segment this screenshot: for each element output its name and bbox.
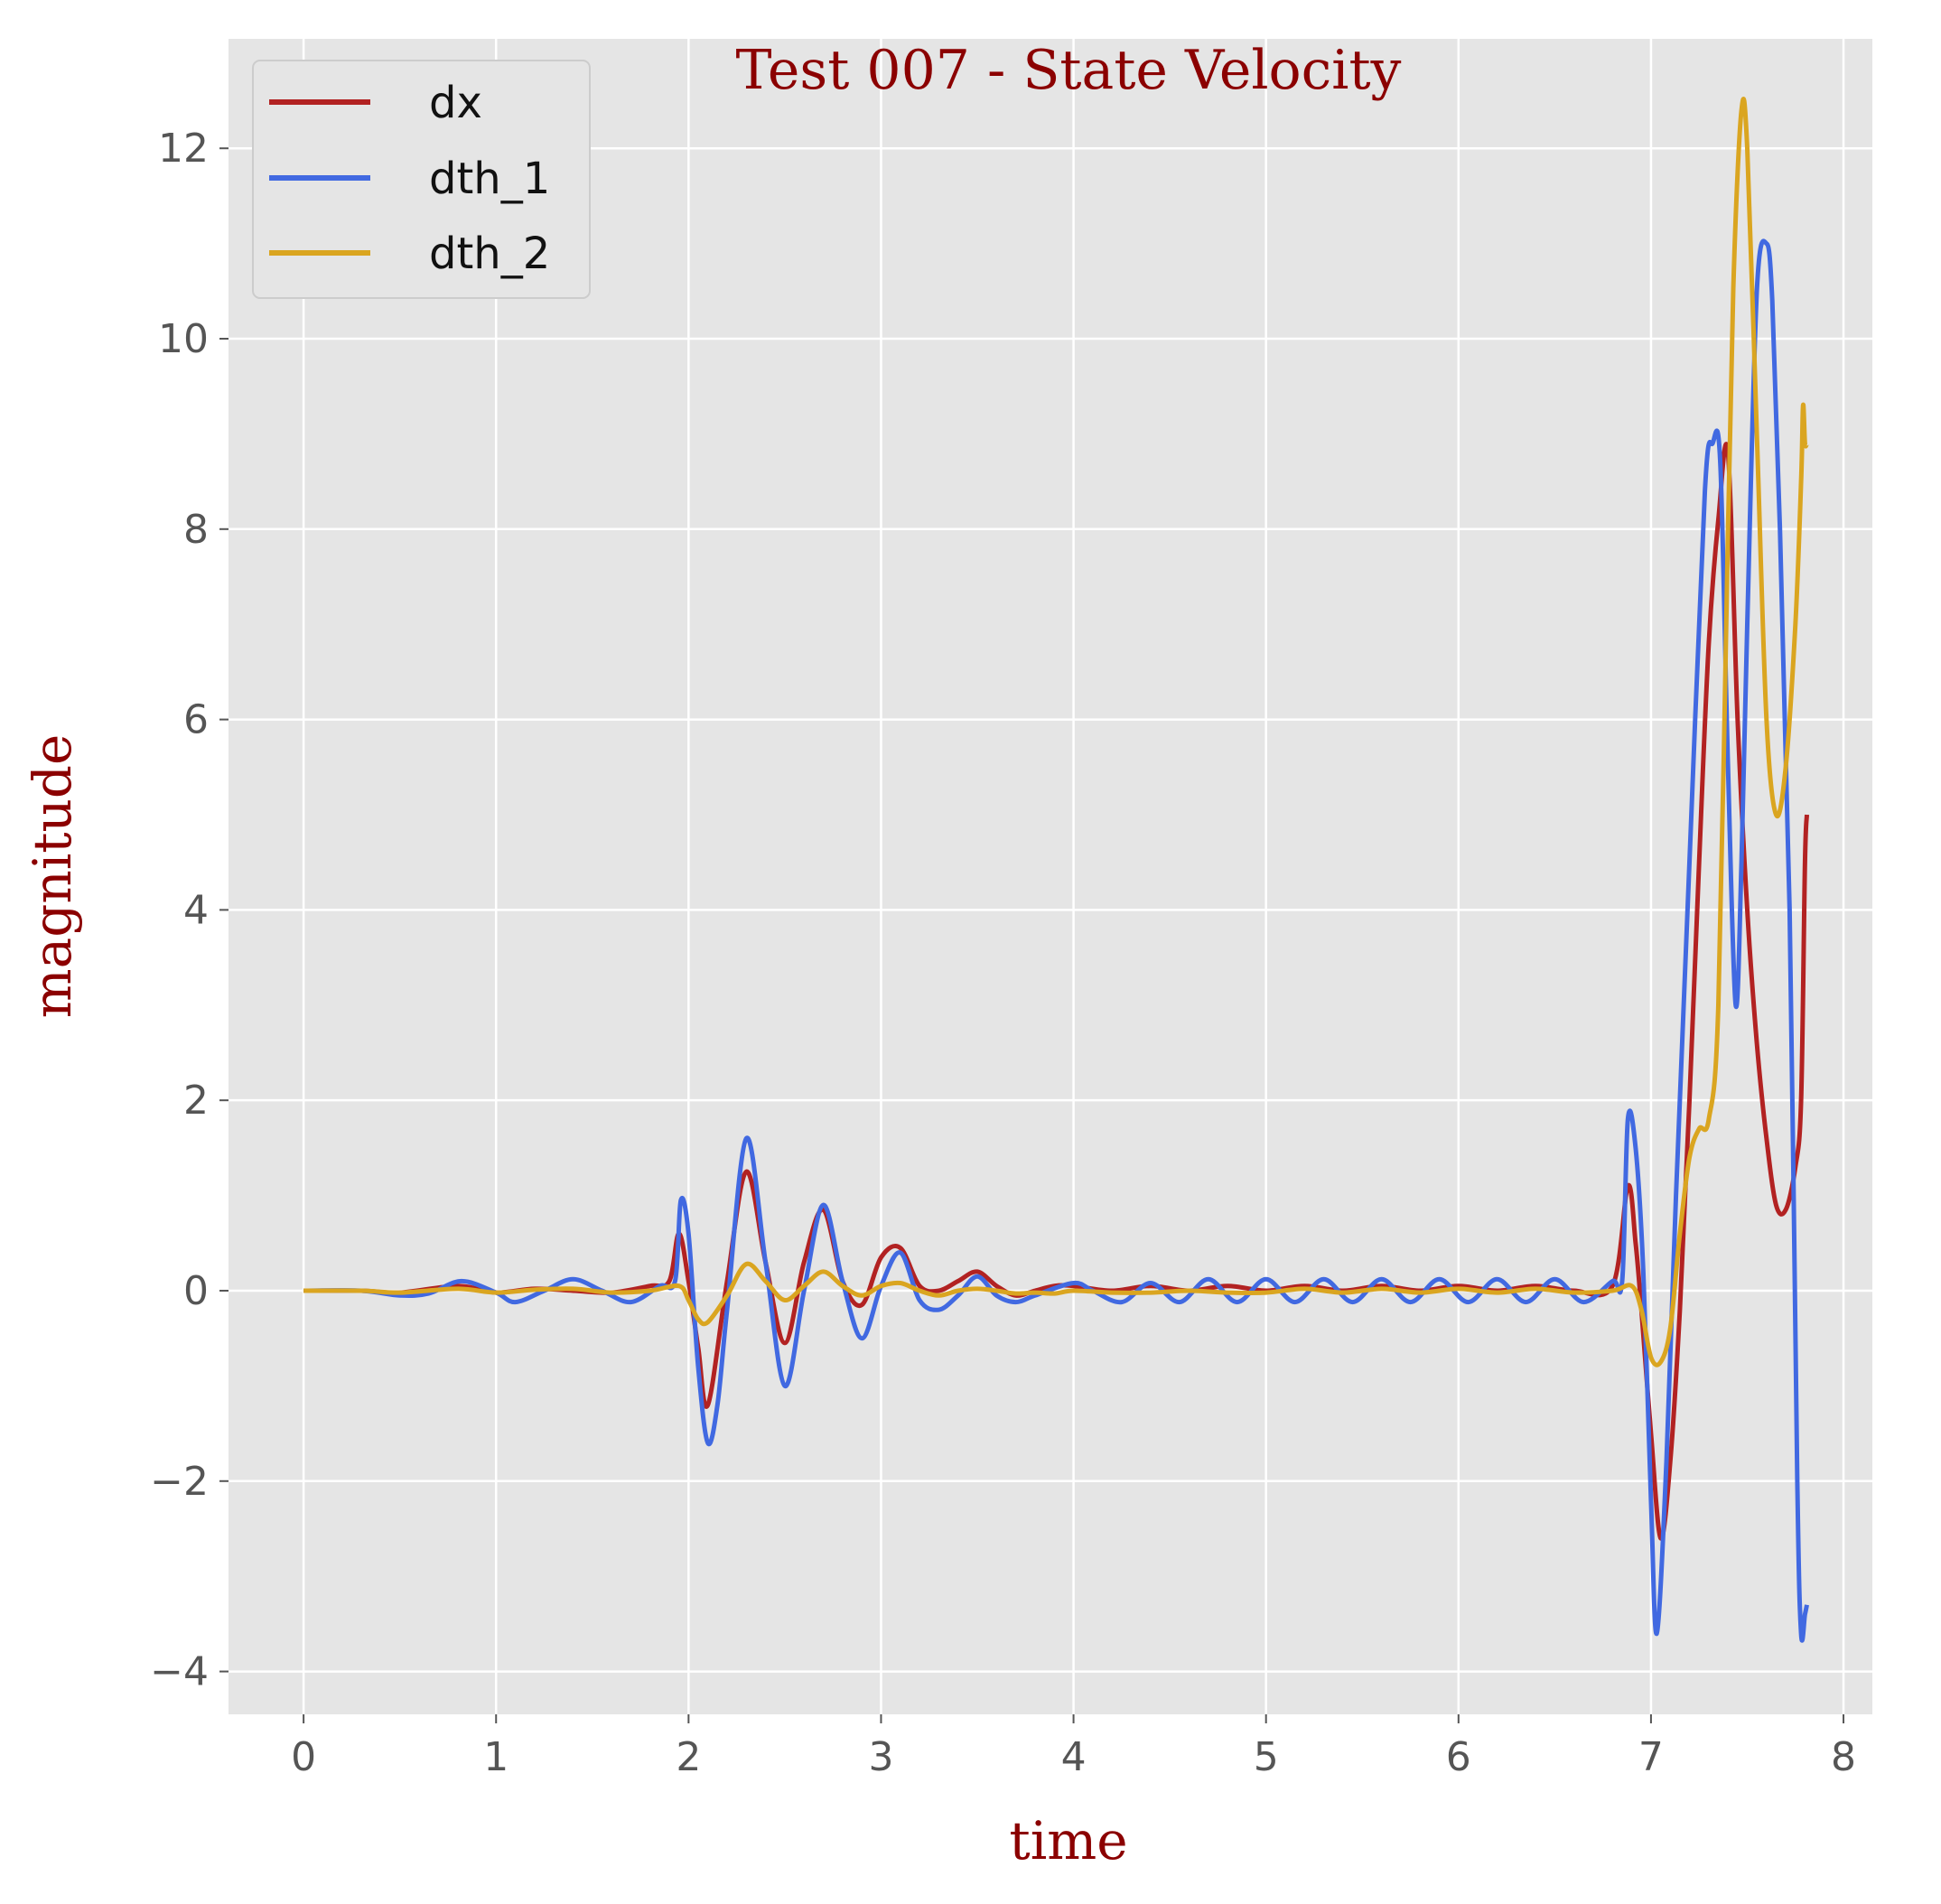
x-tick-label: 0 [291, 1734, 316, 1780]
y-tick-label: 8 [183, 507, 209, 553]
y-tick-label: −4 [150, 1649, 209, 1695]
x-tick-label: 6 [1446, 1734, 1471, 1780]
x-tick-label: 1 [483, 1734, 509, 1780]
y-tick-label: 0 [183, 1268, 209, 1314]
x-tick-label: 8 [1831, 1734, 1856, 1780]
legend-box [252, 60, 591, 299]
x-tick-label: 7 [1638, 1734, 1664, 1780]
data-series [303, 97, 1809, 1643]
x-tick-label: 2 [676, 1734, 701, 1780]
grid [229, 39, 1872, 1714]
y-tick-label: 12 [158, 126, 209, 172]
chart-title: Test 007 - State Velocity [736, 39, 1402, 102]
y-tick-label: 2 [183, 1078, 209, 1124]
y-tick-label: 10 [158, 316, 209, 362]
legend: dx dth_1 dth_2 [252, 60, 591, 299]
legend-label-dth-1: dth_1 [429, 154, 550, 204]
x-tick-label: 5 [1254, 1734, 1279, 1780]
legend-label-dx: dx [429, 78, 482, 128]
series-line-dth-2 [303, 97, 1809, 1367]
series-line-dth-1 [303, 238, 1809, 1643]
x-tick-label: 4 [1061, 1734, 1087, 1780]
legend-label-dth-2: dth_2 [429, 229, 550, 279]
y-tick-label: 4 [183, 887, 209, 933]
plot-background [229, 39, 1872, 1714]
y-tick-label: 6 [183, 697, 209, 743]
x-tick-label: 3 [868, 1734, 893, 1780]
y-axis-label: magnitude [22, 734, 83, 1019]
x-axis-label: time [1009, 1810, 1127, 1871]
y-tick-label: −2 [150, 1459, 209, 1505]
